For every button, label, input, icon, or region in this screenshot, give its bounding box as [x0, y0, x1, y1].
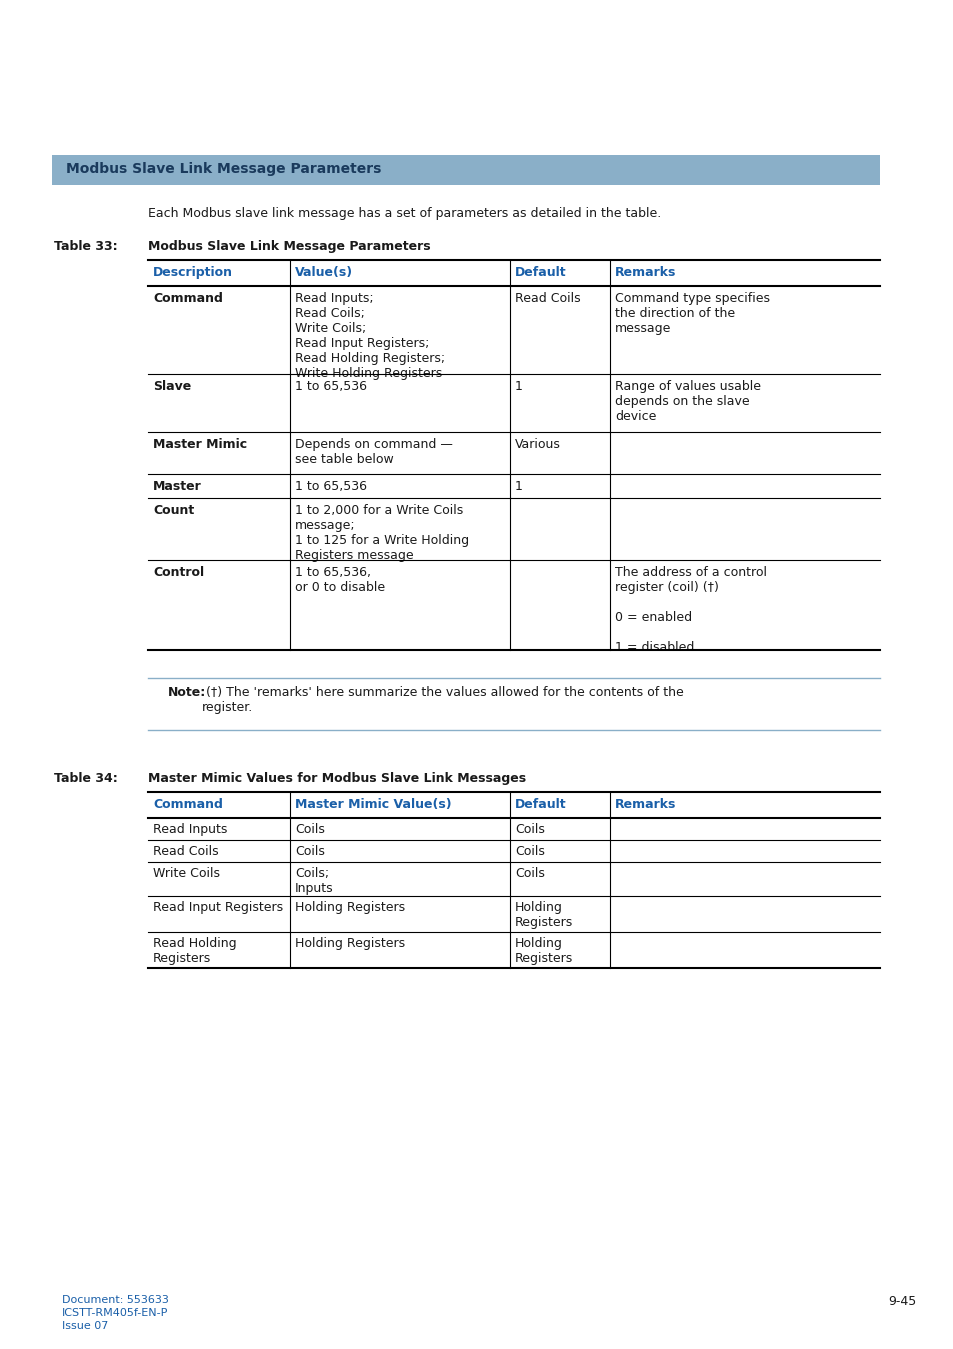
- Text: Read Inputs: Read Inputs: [152, 823, 227, 836]
- Text: Remarks: Remarks: [615, 799, 676, 811]
- Text: (†) The 'remarks' here summarize the values allowed for the contents of the
regi: (†) The 'remarks' here summarize the val…: [202, 687, 683, 714]
- Text: Read Inputs;
Read Coils;
Write Coils;
Read Input Registers;
Read Holding Registe: Read Inputs; Read Coils; Write Coils; Re…: [294, 291, 445, 380]
- Text: 1 to 2,000 for a Write Coils
message;
1 to 125 for a Write Holding
Registers mes: 1 to 2,000 for a Write Coils message; 1 …: [294, 505, 469, 563]
- Text: 9-45: 9-45: [887, 1295, 915, 1309]
- Text: The address of a control
register (coil) (†)

0 = enabled

1 = disabled: The address of a control register (coil)…: [615, 567, 766, 654]
- Text: Table 33:: Table 33:: [54, 240, 117, 254]
- Text: Description: Description: [152, 266, 233, 279]
- Text: Depends on command —
see table below: Depends on command — see table below: [294, 438, 453, 465]
- Text: Command: Command: [152, 799, 223, 811]
- Text: Read Holding
Registers: Read Holding Registers: [152, 938, 236, 965]
- Text: Command: Command: [152, 291, 223, 305]
- Text: ICSTT-RM405f-EN-P: ICSTT-RM405f-EN-P: [62, 1309, 168, 1318]
- Text: Default: Default: [515, 799, 566, 811]
- Text: 1: 1: [515, 380, 522, 393]
- Text: Note:: Note:: [168, 687, 206, 699]
- Text: Master Mimic Value(s): Master Mimic Value(s): [294, 799, 451, 811]
- Text: Master: Master: [152, 480, 201, 492]
- Text: Document: 553633: Document: 553633: [62, 1295, 169, 1304]
- Text: Range of values usable
depends on the slave
device: Range of values usable depends on the sl…: [615, 380, 760, 424]
- Text: Control: Control: [152, 567, 204, 579]
- Text: Modbus Slave Link Message Parameters: Modbus Slave Link Message Parameters: [66, 162, 381, 175]
- Text: Holding
Registers: Holding Registers: [515, 901, 573, 929]
- Text: 1 to 65,536,
or 0 to disable: 1 to 65,536, or 0 to disable: [294, 567, 385, 594]
- Text: Remarks: Remarks: [615, 266, 676, 279]
- Text: Holding Registers: Holding Registers: [294, 938, 405, 950]
- Text: Value(s): Value(s): [294, 266, 353, 279]
- Text: Holding Registers: Holding Registers: [294, 901, 405, 915]
- Text: Read Input Registers: Read Input Registers: [152, 901, 283, 915]
- Text: Coils: Coils: [515, 844, 544, 858]
- Text: Coils: Coils: [294, 823, 325, 836]
- Text: Coils: Coils: [515, 823, 544, 836]
- Text: Write Coils: Write Coils: [152, 867, 220, 880]
- Text: Table 34:: Table 34:: [54, 772, 117, 785]
- Text: Command type specifies
the direction of the
message: Command type specifies the direction of …: [615, 291, 769, 335]
- Text: Modbus Slave Link Message Parameters: Modbus Slave Link Message Parameters: [148, 240, 430, 254]
- Text: 1 to 65,536: 1 to 65,536: [294, 480, 367, 492]
- Text: Issue 07: Issue 07: [62, 1321, 109, 1331]
- Text: Default: Default: [515, 266, 566, 279]
- Text: Coils;
Inputs: Coils; Inputs: [294, 867, 334, 894]
- Text: 1: 1: [515, 480, 522, 492]
- Text: Master Mimic Values for Modbus Slave Link Messages: Master Mimic Values for Modbus Slave Lin…: [148, 772, 525, 785]
- Text: Coils: Coils: [515, 867, 544, 880]
- Text: Coils: Coils: [294, 844, 325, 858]
- Text: Read Coils: Read Coils: [152, 844, 218, 858]
- Text: Holding
Registers: Holding Registers: [515, 938, 573, 965]
- Text: Master Mimic: Master Mimic: [152, 438, 247, 451]
- Text: Various: Various: [515, 438, 560, 451]
- Text: Each Modbus slave link message has a set of parameters as detailed in the table.: Each Modbus slave link message has a set…: [148, 206, 660, 220]
- Text: 1 to 65,536: 1 to 65,536: [294, 380, 367, 393]
- Bar: [52, 155, 879, 185]
- Text: Count: Count: [152, 505, 194, 517]
- Text: Slave: Slave: [152, 380, 191, 393]
- Text: Read Coils: Read Coils: [515, 291, 580, 305]
